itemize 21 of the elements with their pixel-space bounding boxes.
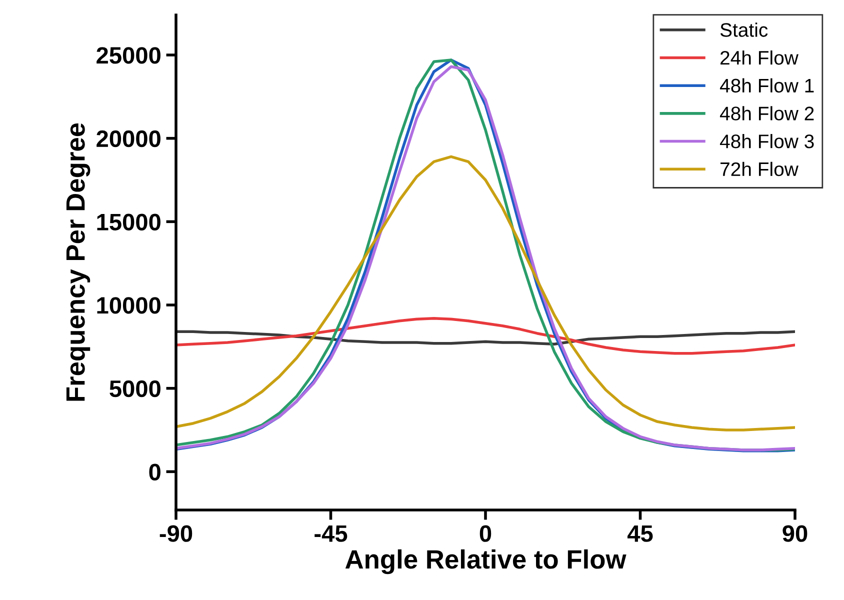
y-tick-label: 0 xyxy=(149,464,160,480)
x-axis-title: Angle Relative to Flow xyxy=(345,549,626,574)
x-tick-label: -90 xyxy=(160,525,192,542)
y-tick-label: 15000 xyxy=(97,214,160,230)
y-tick-label: 20000 xyxy=(96,130,160,148)
x-tick-label: -45 xyxy=(314,525,348,542)
x-tick-label: 0 xyxy=(480,525,492,542)
y-tick-label: 25000 xyxy=(96,47,160,64)
line-series xyxy=(176,316,795,355)
line-series xyxy=(176,330,795,346)
legend-label: 24h Flow xyxy=(720,50,798,65)
legend-label: 48h Flow 1 xyxy=(720,78,814,93)
y-axis-title: Frequency Per Degree xyxy=(66,123,90,401)
legend-label: 48h Flow 3 xyxy=(720,134,814,148)
y-tick-label: 5000 xyxy=(110,380,160,398)
x-tick-label: 90 xyxy=(782,525,808,542)
x-tick-label: 45 xyxy=(627,525,653,542)
legend-label: 72h Flow xyxy=(720,162,798,176)
y-tick-label: 10000 xyxy=(97,297,160,314)
legend-label: Static xyxy=(720,22,768,37)
legend-label: 48h Flow 2 xyxy=(720,106,814,120)
